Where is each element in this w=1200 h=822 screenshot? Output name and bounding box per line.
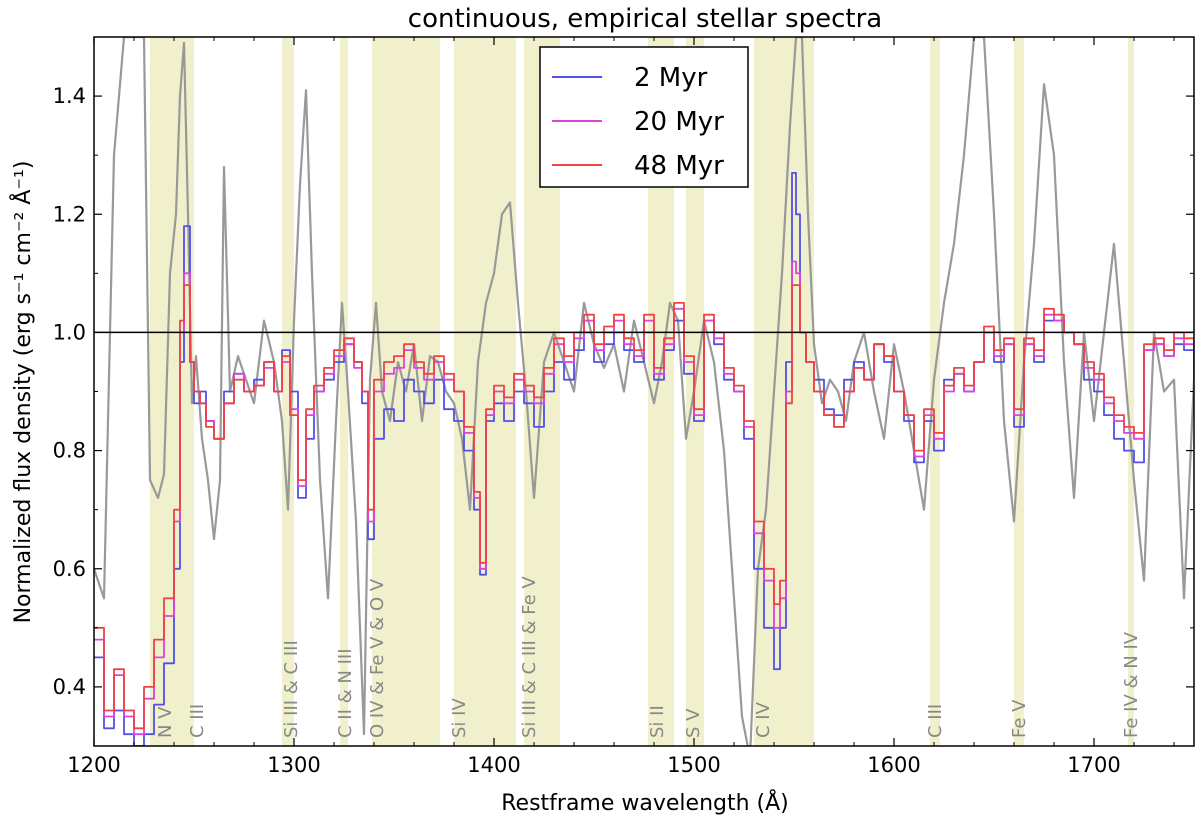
x-tick-label: 1600 [867, 753, 920, 777]
legend-label: 2 Myr [634, 63, 708, 93]
axis-ticks: 1200 1300 1400 1500 1600 1700 0.4 0.6 0.8 1.0 1.2 1… [53, 36, 1194, 777]
spectra-series [94, 37, 1194, 746]
y-tick-label: 0.6 [53, 557, 86, 581]
series-48-myr [94, 284, 1194, 730]
x-tick-label: 1700 [1067, 753, 1120, 777]
x-tick-label: 1500 [667, 753, 720, 777]
band-label: N V [155, 706, 176, 738]
band-label: Si III & C III & Fe V [519, 576, 540, 738]
y-tick-label: 1.2 [53, 202, 86, 226]
band-label: O IV & Fe V & O V [367, 578, 388, 738]
band-label: C III [187, 704, 208, 738]
band-11 [1014, 37, 1024, 746]
band-label: C IV [753, 701, 774, 738]
band-3 [340, 37, 348, 746]
band-label: Si II [647, 705, 668, 738]
y-tick-label: 0.8 [53, 439, 86, 463]
band-label: Si IV [449, 698, 470, 738]
x-tick-label: 1300 [267, 753, 320, 777]
y-tick-label: 0.4 [53, 675, 86, 699]
band-12 [1128, 37, 1134, 746]
band-label: C III [925, 704, 946, 738]
y-tick-label: 1.4 [53, 84, 86, 108]
x-tick-label: 1400 [467, 753, 520, 777]
series-observed [94, 37, 1194, 746]
y-axis-label: Normalized flux density (erg s⁻¹ cm⁻² Å⁻… [9, 161, 36, 624]
y-tick-label: 1.0 [53, 320, 86, 344]
band-10 [930, 37, 940, 746]
x-axis-label: Restframe wavelength (Å) [501, 789, 789, 816]
band-labels: N V C III Si III & C III C II & N III O IV &… [155, 576, 1142, 738]
band-label: Fe IV & N IV [1121, 631, 1142, 738]
band-label: Fe V [1009, 699, 1030, 738]
legend-label: 48 Myr [634, 151, 724, 181]
legend: 2 Myr 20 Myr 48 Myr [539, 46, 749, 188]
band-label: C II & N III [335, 649, 356, 739]
legend-box [539, 46, 749, 188]
band-label: Si III & C III [281, 640, 302, 738]
chart-title: continuous, empirical stellar spectra [408, 4, 882, 34]
legend-label: 20 Myr [634, 107, 724, 137]
x-tick-label: 1200 [67, 753, 120, 777]
series-2-myr [94, 172, 1194, 746]
band-label: S V [683, 708, 704, 738]
band-2 [282, 37, 294, 746]
